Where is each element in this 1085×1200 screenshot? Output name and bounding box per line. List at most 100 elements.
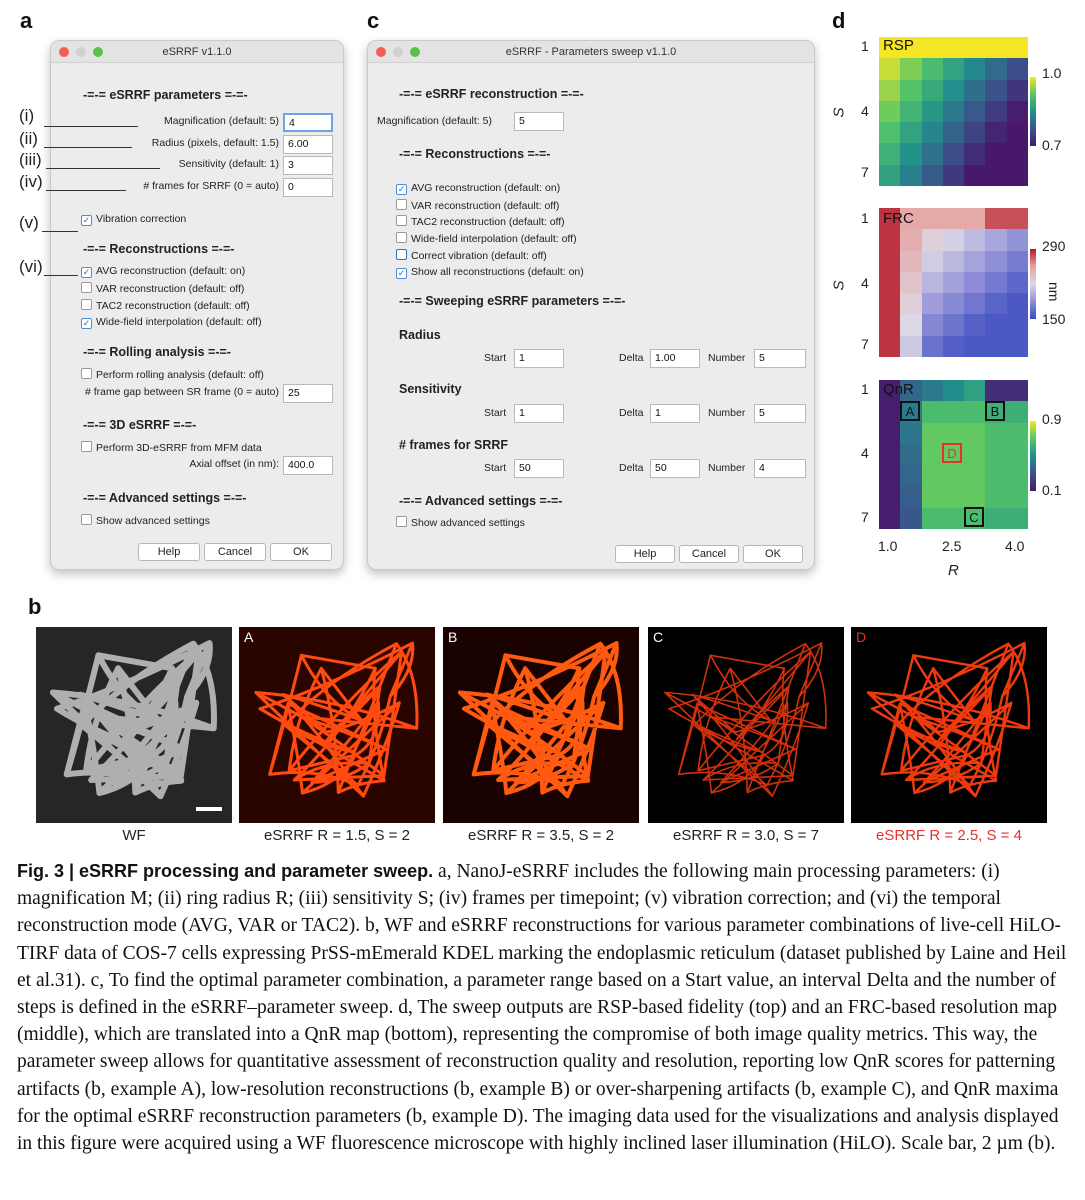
heatmap-cell (985, 271, 1008, 294)
esrrf-network-a (254, 641, 419, 798)
ok-button[interactable]: OK (743, 545, 803, 563)
heatmap-cell (900, 335, 923, 358)
sensitivity-number-input[interactable]: 5 (754, 404, 806, 423)
er-network-path (254, 641, 419, 798)
frames-number-label: Number (708, 462, 746, 474)
heatmap-cell (921, 486, 944, 509)
check-icon: ✓ (396, 268, 407, 279)
frame-gap-input[interactable]: 25 (283, 384, 333, 403)
s-axis-label: S (830, 107, 848, 118)
avg-reconstruction-checkbox[interactable]: ✓ AVG reconstruction (default: on) (396, 182, 561, 195)
help-button[interactable]: Help (138, 543, 200, 561)
sensitivity-delta-input[interactable]: 1 (650, 404, 700, 423)
axial-offset-label: Axial offset (in nm): (189, 458, 279, 470)
show-advanced-checkbox[interactable]: Show advanced settings (81, 514, 210, 527)
esrrf-image-c: C (648, 627, 844, 823)
heatmap-cell (921, 271, 944, 294)
er-network-path (457, 641, 623, 799)
show-advanced-checkbox[interactable]: Show advanced settings (396, 516, 525, 529)
heatmap-cell (921, 250, 944, 273)
3d-esrrf-checkbox[interactable]: Perform 3D-eSRRF from MFM data (81, 441, 262, 454)
frames-number-input[interactable]: 4 (754, 459, 806, 478)
axial-offset-input[interactable]: 400.0 (283, 456, 333, 475)
var-reconstruction-checkbox[interactable]: VAR reconstruction (default: off) (396, 199, 559, 212)
radius-start-input[interactable]: 1 (514, 349, 564, 368)
heatmap-cell (985, 401, 1008, 424)
check-icon: ✓ (81, 267, 92, 278)
checkbox-icon (81, 368, 92, 379)
wf-image (36, 627, 232, 823)
heatmap-cell (942, 164, 965, 187)
heatmap-cell (985, 314, 1008, 337)
zoom-window-button[interactable] (93, 47, 103, 57)
radius-number-input[interactable]: 5 (754, 349, 806, 368)
heatmap-cell (942, 143, 965, 166)
magnification-input[interactable]: 5 (514, 112, 564, 131)
heatmap-cell (900, 507, 923, 530)
cancel-button[interactable]: Cancel (679, 545, 739, 563)
radius-label: Radius (pixels, default: 1.5) (151, 137, 279, 149)
minimize-window-button[interactable] (393, 47, 403, 57)
frames-start-input[interactable]: 50 (514, 459, 564, 478)
frc-heatmap (879, 208, 1029, 358)
heatmap-cell (900, 229, 923, 252)
parameters-sweep-dialog: eSRRF - Parameters sweep v1.1.0 -=-= eSR… (367, 40, 815, 570)
section-3d-esrrf: -=-= 3D eSRRF =-=- (83, 418, 197, 432)
cancel-button[interactable]: Cancel (204, 543, 266, 561)
heatmap-cell (900, 380, 923, 402)
sensitivity-start-input[interactable]: 1 (514, 404, 564, 423)
checkbox-icon (396, 516, 407, 527)
sensitivity-start-label: Start (484, 407, 507, 419)
tac2-reconstruction-checkbox[interactable]: TAC2 reconstruction (default: off) (396, 215, 565, 228)
heatmap-cell (1006, 335, 1029, 358)
rolling-analysis-checkbox[interactable]: Perform rolling analysis (default: off) (81, 368, 264, 381)
magnification-input[interactable]: 4 (283, 113, 333, 132)
var-reconstruction-checkbox[interactable]: VAR reconstruction (default: off) (81, 282, 244, 295)
r-tick: 4.0 (1005, 538, 1025, 554)
heatmap-cell (985, 507, 1008, 530)
close-window-button[interactable] (376, 47, 386, 57)
heatmap-cell (900, 314, 923, 337)
zoom-window-button[interactable] (410, 47, 420, 57)
help-button[interactable]: Help (615, 545, 675, 563)
frames-input[interactable]: 0 (283, 178, 333, 197)
heatmap-cell (985, 380, 1008, 402)
vibration-correction-checkbox[interactable]: ✓ Vibration correction (81, 213, 187, 226)
tac2-reconstruction-checkbox[interactable]: TAC2 reconstruction (default: off) (81, 299, 250, 312)
s-tick: 1 (861, 38, 869, 54)
ok-button[interactable]: OK (270, 543, 332, 561)
widefield-interpolation-checkbox[interactable]: ✓ Wide-field interpolation (default: off) (81, 316, 262, 329)
heatmap-cell (879, 229, 901, 252)
radius-delta-input[interactable]: 1.00 (650, 349, 700, 368)
frames-delta-input[interactable]: 50 (650, 459, 700, 478)
heatmap-cell (1006, 122, 1029, 144)
heatmap-cell (964, 122, 986, 144)
sensitivity-input[interactable]: 3 (283, 156, 333, 175)
panel-label-d: d (832, 8, 846, 33)
close-window-button[interactable] (59, 47, 69, 57)
esrrf-dialog: eSRRF v1.1.0 -=-= eSRRF parameters =-=- … (50, 40, 344, 570)
radius-input[interactable]: 6.00 (283, 135, 333, 154)
avg-reconstruction-checkbox[interactable]: ✓ AVG reconstruction (default: on) (81, 265, 246, 278)
rsp-colorbar (1030, 77, 1036, 146)
heatmap-cell (900, 208, 923, 230)
figure-caption: Fig. 3 | eSRRF processing and parameter … (17, 858, 1072, 1157)
heatmap-cell (985, 229, 1008, 252)
heatmap-cell (921, 335, 944, 358)
heatmap-cell (1006, 443, 1029, 466)
minimize-window-button[interactable] (76, 47, 86, 57)
s-tick: 4 (861, 103, 869, 119)
magnification-label: Magnification (default: 5) (164, 115, 279, 127)
check-icon: ✓ (396, 184, 407, 195)
heatmap-cell (879, 79, 901, 102)
image-tag-b: B (448, 629, 458, 645)
section-reconstructions: -=-= Reconstructions =-=- (83, 242, 235, 256)
correct-vibration-checkbox[interactable]: Correct vibration (default: off) (396, 249, 547, 262)
heatmap-cell (942, 335, 965, 358)
r-tick: 2.5 (942, 538, 962, 554)
widefield-interpolation-checkbox[interactable]: Wide-field interpolation (default: off) (396, 232, 577, 245)
esrrf-image-d: D (851, 627, 1047, 823)
show-all-reconstructions-checkbox[interactable]: ✓ Show all reconstructions (default: on) (396, 266, 584, 279)
sensitivity-heading: Sensitivity (399, 382, 462, 396)
panel-label-b: b (28, 594, 42, 619)
